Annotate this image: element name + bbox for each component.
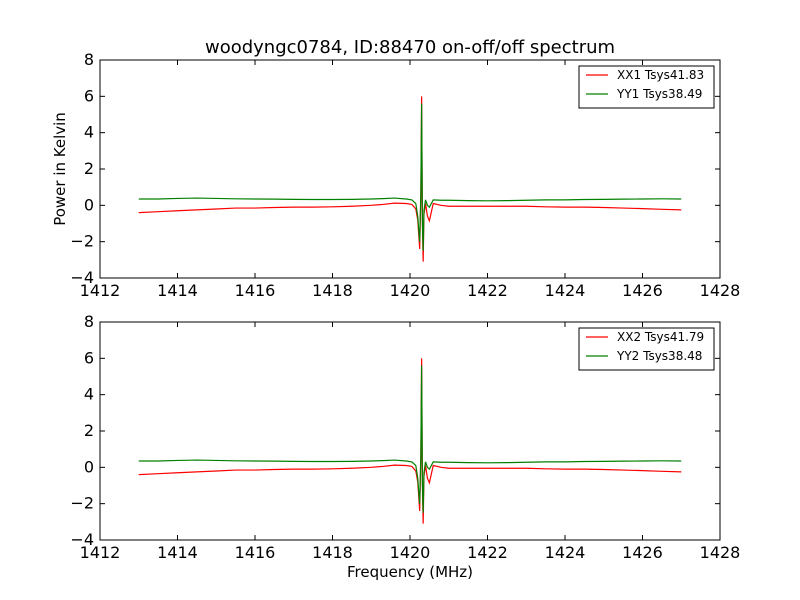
y-axis-label: Power in Kelvin	[51, 112, 69, 226]
series-line-yy	[138, 103, 682, 251]
legend-entry: XX1 Tsys41.83	[617, 68, 704, 82]
x-tick-label: 1412	[80, 543, 121, 562]
x-tick-label: 1420	[390, 543, 431, 562]
x-tick-label: 1416	[235, 543, 276, 562]
figure-title: woodyngc0784, ID:88470 on-off/off spectr…	[205, 37, 615, 58]
top-panel: 1412 1414 1416 1418 1420 1422 1424 1426 1428 −4 −2…	[51, 50, 740, 300]
x-tick-label: 1428	[700, 281, 741, 300]
x-tick-label: 1426	[622, 543, 663, 562]
y-tick-label: 6	[84, 348, 94, 367]
x-tick-label: 1426	[622, 281, 663, 300]
legend-box	[578, 327, 715, 371]
legend-entry: XX2 Tsys41.79	[617, 330, 704, 344]
x-tick-label: 1424	[545, 281, 586, 300]
y-tick-label: 8	[84, 50, 94, 69]
series-line-xx	[138, 358, 682, 524]
x-tick-label: 1428	[700, 543, 741, 562]
y-tick-label: 0	[84, 457, 94, 476]
x-tick-label: 1420	[390, 281, 431, 300]
y-tick-label: 2	[84, 421, 94, 440]
x-tick-label: 1418	[312, 543, 353, 562]
y-tick-label: 4	[84, 385, 94, 404]
x-tick-label: 1414	[157, 281, 198, 300]
bottom-panel: 1412 1414 1416 1418 1420 1422 1424 1426 1428 −4 −2…	[70, 312, 740, 581]
y-tick-label: 4	[84, 123, 94, 142]
legend-box	[578, 65, 715, 109]
legend-entry: YY2 Tsys38.48	[616, 349, 702, 363]
y-tick-label: −4	[70, 530, 94, 549]
x-axis-label: Frequency (MHz)	[347, 563, 473, 581]
series-line-yy	[138, 365, 682, 513]
legend: XX1 Tsys41.83 YY1 Tsys38.49	[578, 65, 715, 109]
y-tick-label: 0	[84, 195, 94, 214]
x-tick-label: 1414	[157, 543, 198, 562]
series-group	[138, 96, 682, 262]
y-tick-label: −4	[70, 268, 94, 287]
legend-entry: YY1 Tsys38.49	[616, 87, 702, 101]
x-tick-label: 1416	[235, 281, 276, 300]
series-group	[138, 358, 682, 524]
y-tick-label: −2	[70, 232, 94, 251]
x-tick-label: 1412	[80, 281, 121, 300]
x-tick-label: 1422	[467, 543, 508, 562]
y-tick-label: 2	[84, 159, 94, 178]
x-tick-label: 1422	[467, 281, 508, 300]
y-tick-label: 8	[84, 312, 94, 331]
legend: XX2 Tsys41.79 YY2 Tsys38.48	[578, 327, 715, 371]
y-tick-label: 6	[84, 86, 94, 105]
y-tick-label: −2	[70, 494, 94, 513]
series-line-xx	[138, 96, 682, 262]
x-tick-label: 1418	[312, 281, 353, 300]
x-tick-label: 1424	[545, 543, 586, 562]
